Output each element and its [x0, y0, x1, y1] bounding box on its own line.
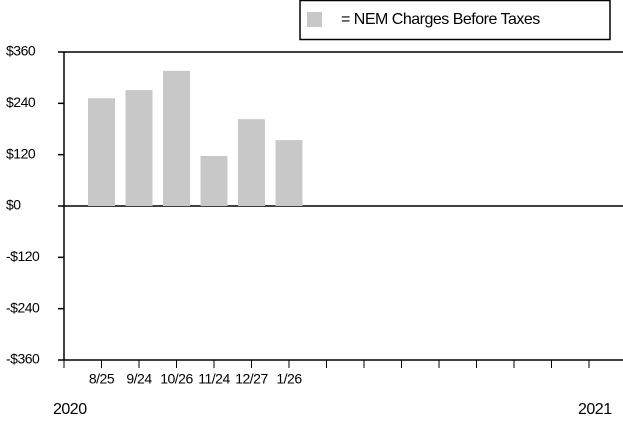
year-label: 2021 [578, 401, 612, 418]
x-tick-label: 9/24 [126, 371, 152, 387]
bar [163, 70, 190, 206]
y-tick-label: -$240 [6, 299, 40, 315]
legend-box [299, 0, 611, 41]
bar [275, 140, 303, 206]
bar [238, 119, 265, 206]
legend-swatch [307, 12, 322, 27]
y-tick-label: $360 [6, 43, 36, 59]
legend-label: = NEM Charges Before Taxes [341, 11, 540, 28]
x-tick-label: 10/26 [160, 371, 193, 387]
x-tick-label: 12/27 [235, 371, 268, 387]
year-label: 2020 [53, 401, 87, 418]
y-tick-label: $0 [6, 197, 21, 213]
bar [200, 155, 228, 206]
y-tick-label: -$360 [6, 351, 40, 367]
y-tick-label: -$120 [6, 248, 40, 264]
y-tick-label: $240 [6, 94, 36, 110]
bar [125, 90, 153, 206]
x-tick-label: 11/24 [198, 371, 230, 387]
x-tick-label: 1/26 [276, 371, 302, 387]
x-tick-label: 8/25 [89, 371, 115, 387]
bar [88, 98, 115, 206]
y-tick-label: $120 [6, 145, 36, 161]
